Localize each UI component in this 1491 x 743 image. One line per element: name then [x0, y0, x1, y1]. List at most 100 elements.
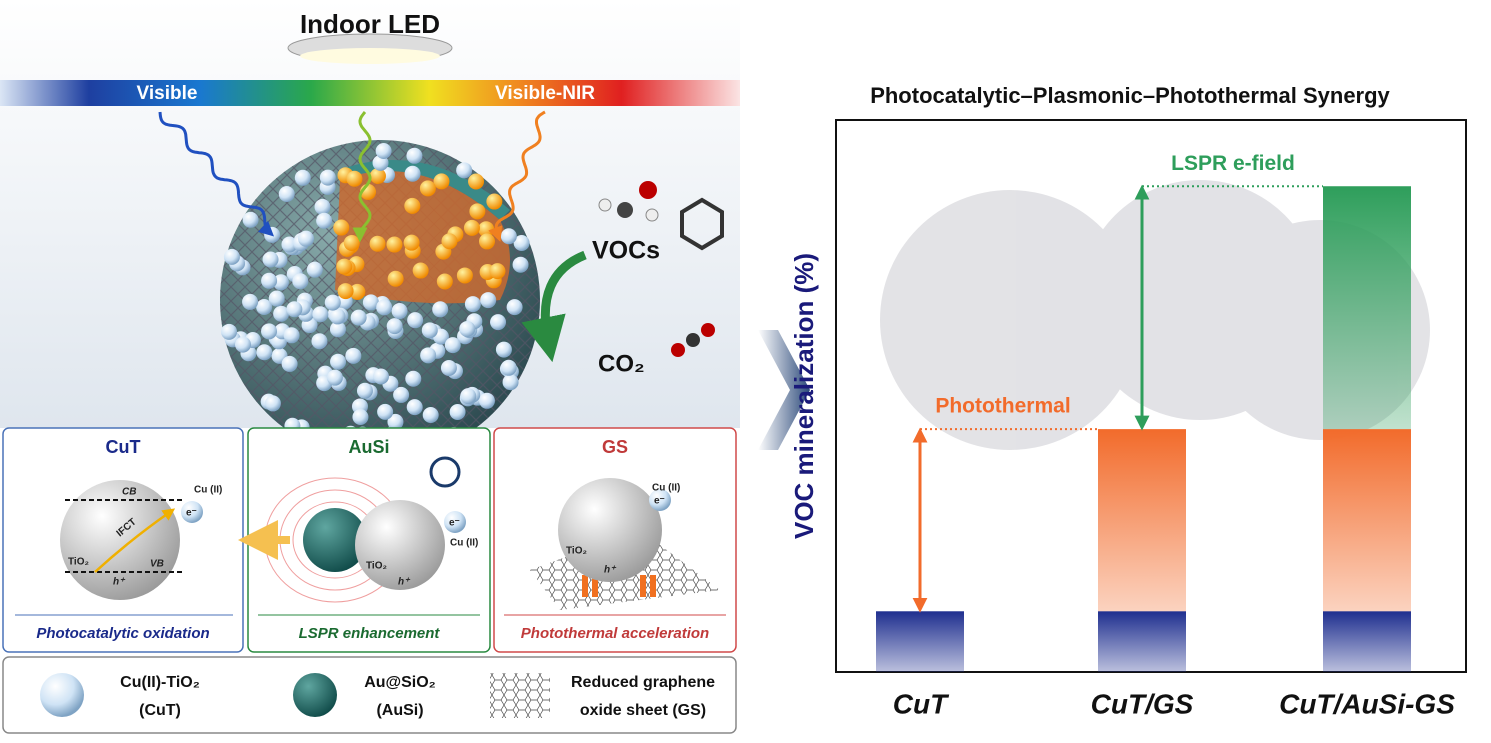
tio2-ball — [391, 303, 408, 320]
legend-abbr: (CuT) — [139, 702, 181, 719]
label: e⁻ — [449, 518, 460, 529]
gold-particle — [386, 236, 403, 253]
label: TiO₂ — [366, 561, 387, 572]
panel-title: GS — [602, 437, 628, 457]
gold-particle — [469, 203, 486, 220]
tio2-ball — [512, 256, 529, 273]
tio2-ball — [495, 341, 512, 358]
tio2-ball — [393, 386, 410, 403]
tio2-ball — [480, 292, 497, 309]
light-ray — [352, 111, 372, 243]
gold-particle — [369, 167, 386, 184]
label: VB — [150, 559, 164, 570]
bar-segment — [1323, 429, 1411, 612]
bar-segment — [1098, 429, 1186, 612]
tio2-ball — [460, 388, 477, 405]
tio2-ball — [478, 392, 495, 409]
label: Cu (II) — [652, 483, 680, 494]
annotation: LSPR e-field — [1171, 152, 1295, 175]
tio2-ball — [221, 323, 238, 340]
gold-particle — [349, 283, 366, 300]
tio2-ball — [324, 294, 341, 311]
tio2-ball — [420, 347, 437, 364]
panel-caption: Photothermal acceleration — [521, 625, 709, 642]
tio2-ball — [281, 355, 298, 372]
cu-ion — [649, 489, 671, 511]
tio2-ball — [375, 143, 392, 160]
tio2-particle — [60, 480, 180, 600]
ausi-particle — [303, 508, 367, 572]
tio2-ball — [440, 359, 457, 376]
light-ray — [158, 111, 275, 237]
tio2-ball — [268, 290, 285, 307]
tio2-ball — [272, 274, 289, 291]
tio2-ball — [377, 403, 394, 420]
chart-title: Photocatalytic–Plasmonic–Photothermal Sy… — [870, 83, 1390, 108]
legend-label: Cu(II)-TiO₂ — [120, 674, 200, 691]
tio2-ball — [329, 308, 346, 325]
gold-particle — [486, 193, 503, 210]
tio2-ball — [444, 337, 461, 354]
gold-particle — [463, 219, 480, 236]
y-axis-label: VOC mineralization (%) — [789, 253, 819, 539]
tio2-ball — [256, 344, 273, 361]
tio2-ball — [242, 211, 259, 228]
tio2-ball — [372, 368, 389, 385]
light-ray — [488, 110, 546, 242]
gold-particle — [456, 267, 473, 284]
legend-abbr: (AuSi) — [376, 702, 423, 719]
legend-icon — [293, 673, 337, 717]
gold-particle — [404, 197, 421, 214]
led-light — [300, 48, 440, 64]
tio2-ball — [500, 359, 517, 376]
tio2-ball — [262, 251, 279, 268]
label: e⁻ — [654, 496, 665, 507]
composite-sphere — [220, 140, 540, 460]
gold-particle — [336, 258, 353, 275]
tio2-ball — [294, 169, 311, 186]
legend-abbr: oxide sheet (GS) — [580, 702, 706, 719]
tio2-ball — [306, 261, 323, 278]
tio2-ball — [406, 147, 423, 164]
legend-icon — [490, 673, 550, 718]
tio2-ball — [292, 273, 309, 290]
gold-particle — [333, 219, 350, 236]
tio2-ball — [490, 314, 507, 331]
gold-particle — [346, 170, 363, 187]
gold-particle — [489, 263, 506, 280]
tio2-ball — [256, 298, 273, 315]
tio2-ball — [449, 404, 466, 421]
tio2-ball — [223, 248, 240, 265]
tio2-ball — [407, 312, 424, 329]
label: h⁺ — [113, 577, 126, 588]
x-tick-label: CuT — [893, 688, 950, 719]
tio2-ball — [500, 228, 517, 245]
tio2-ball — [422, 407, 439, 424]
tio2-ball — [387, 413, 404, 430]
gold-particle — [343, 234, 360, 251]
bar-segment — [1098, 611, 1186, 672]
tio2-ball — [376, 299, 393, 316]
label: TiO₂ — [566, 546, 587, 557]
gold-particle — [468, 173, 485, 190]
flow-chevron — [758, 330, 810, 450]
panel-caption: Photocatalytic oxidation — [36, 625, 209, 642]
tio2-ball — [329, 321, 346, 338]
spectrum — [0, 80, 740, 106]
reactant-label: VOCs — [592, 237, 660, 265]
tio2-ball — [459, 320, 476, 337]
bar-segment — [876, 611, 964, 672]
annotation: Photothermal — [935, 395, 1070, 418]
tio2-ball — [506, 299, 523, 316]
label: h⁺ — [604, 565, 617, 576]
legend-label: Au@SiO₂ — [364, 674, 436, 691]
gold-particle — [436, 273, 453, 290]
tio2-ball — [386, 318, 403, 335]
cu-ion — [181, 501, 203, 523]
legend-icon — [40, 673, 84, 717]
tio2-ball — [261, 272, 278, 289]
tio2-ball — [278, 186, 295, 203]
tio2-ball — [298, 230, 315, 247]
tio2-ball — [404, 165, 421, 182]
